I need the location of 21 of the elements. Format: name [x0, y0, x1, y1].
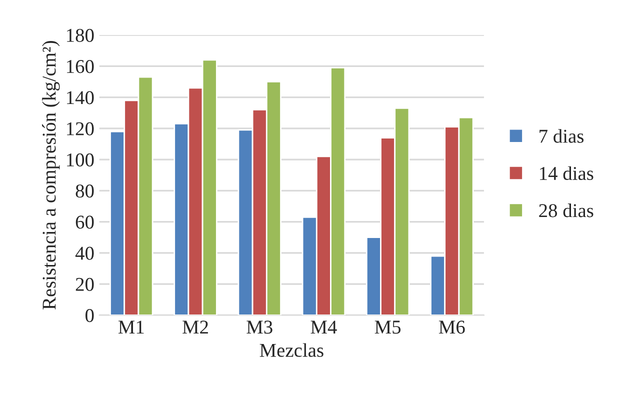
- y-tick-label: 180: [67, 28, 94, 42]
- x-tick-label: M5: [374, 320, 401, 334]
- y-tick-label: 140: [67, 91, 94, 104]
- y-tick-label: 100: [67, 153, 94, 166]
- x-tick-label: M3: [246, 320, 272, 334]
- x-axis-title: Mezclas: [260, 343, 324, 357]
- legend-label: 14 dias: [540, 166, 594, 180]
- legend-label: 28 dias: [539, 204, 594, 218]
- x-tick-label: M1: [118, 320, 144, 334]
- x-tick-label: M4: [310, 320, 337, 334]
- y-tick-label: 20: [76, 278, 94, 291]
- y-tick-label: 160: [67, 60, 94, 74]
- y-tick-label: 60: [76, 216, 94, 229]
- x-tick-label: M2: [182, 320, 208, 334]
- legend-label: 7 dias: [540, 129, 584, 143]
- y-tick-label: 40: [75, 246, 94, 260]
- x-tick-label: M6: [438, 320, 465, 334]
- y-tick-label: 0: [86, 308, 94, 322]
- y-tick-label: 80: [76, 184, 94, 198]
- y-tick-label: 120: [67, 122, 94, 136]
- y-axis-title: Resistencia a compresión (kg/cm²): [42, 41, 60, 310]
